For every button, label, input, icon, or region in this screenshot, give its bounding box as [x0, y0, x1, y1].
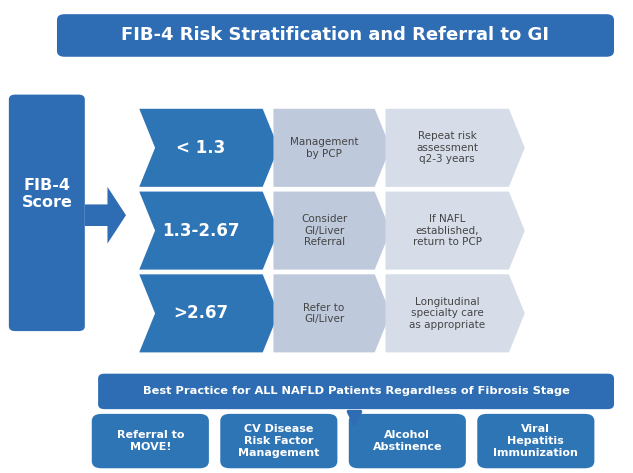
FancyBboxPatch shape	[220, 414, 337, 468]
Polygon shape	[139, 109, 279, 187]
FancyBboxPatch shape	[349, 414, 466, 468]
Text: FIB-4
Score: FIB-4 Score	[22, 178, 72, 210]
Text: Consider
GI/Liver
Referral: Consider GI/Liver Referral	[301, 214, 348, 247]
Text: Refer to
GI/Liver: Refer to GI/Liver	[303, 303, 345, 324]
Text: Viral
Hepatitis
Immunization: Viral Hepatitis Immunization	[493, 424, 579, 458]
Polygon shape	[139, 192, 279, 270]
FancyBboxPatch shape	[9, 95, 85, 331]
Text: FIB-4 Risk Stratification and Referral to GI: FIB-4 Risk Stratification and Referral t…	[122, 26, 549, 44]
Polygon shape	[139, 274, 279, 352]
Text: Longitudinal
specialty care
as appropriate: Longitudinal specialty care as appropria…	[409, 297, 486, 330]
Text: 1.3-2.67: 1.3-2.67	[162, 221, 240, 240]
FancyBboxPatch shape	[477, 414, 594, 468]
Text: >2.67: >2.67	[173, 304, 229, 323]
Polygon shape	[385, 274, 525, 352]
FancyBboxPatch shape	[98, 374, 614, 409]
Polygon shape	[85, 187, 126, 244]
Polygon shape	[273, 274, 391, 352]
FancyBboxPatch shape	[57, 14, 614, 57]
Text: Repeat risk
assessment
q2-3 years: Repeat risk assessment q2-3 years	[417, 131, 478, 165]
Text: Referral to
MOVE!: Referral to MOVE!	[116, 430, 184, 452]
Polygon shape	[385, 109, 525, 187]
Text: Management
by PCP: Management by PCP	[290, 137, 358, 158]
Text: CV Disease
Risk Factor
Management: CV Disease Risk Factor Management	[238, 424, 320, 458]
Text: If NAFL
established,
return to PCP: If NAFL established, return to PCP	[413, 214, 482, 247]
Text: Best Practice for ALL NAFLD Patients Regardless of Fibrosis Stage: Best Practice for ALL NAFLD Patients Reg…	[142, 386, 570, 396]
Polygon shape	[385, 192, 525, 270]
Text: < 1.3: < 1.3	[177, 139, 225, 157]
Polygon shape	[273, 109, 391, 187]
FancyBboxPatch shape	[92, 414, 209, 468]
Polygon shape	[273, 192, 391, 270]
Text: Alcohol
Abstinence: Alcohol Abstinence	[373, 430, 442, 452]
